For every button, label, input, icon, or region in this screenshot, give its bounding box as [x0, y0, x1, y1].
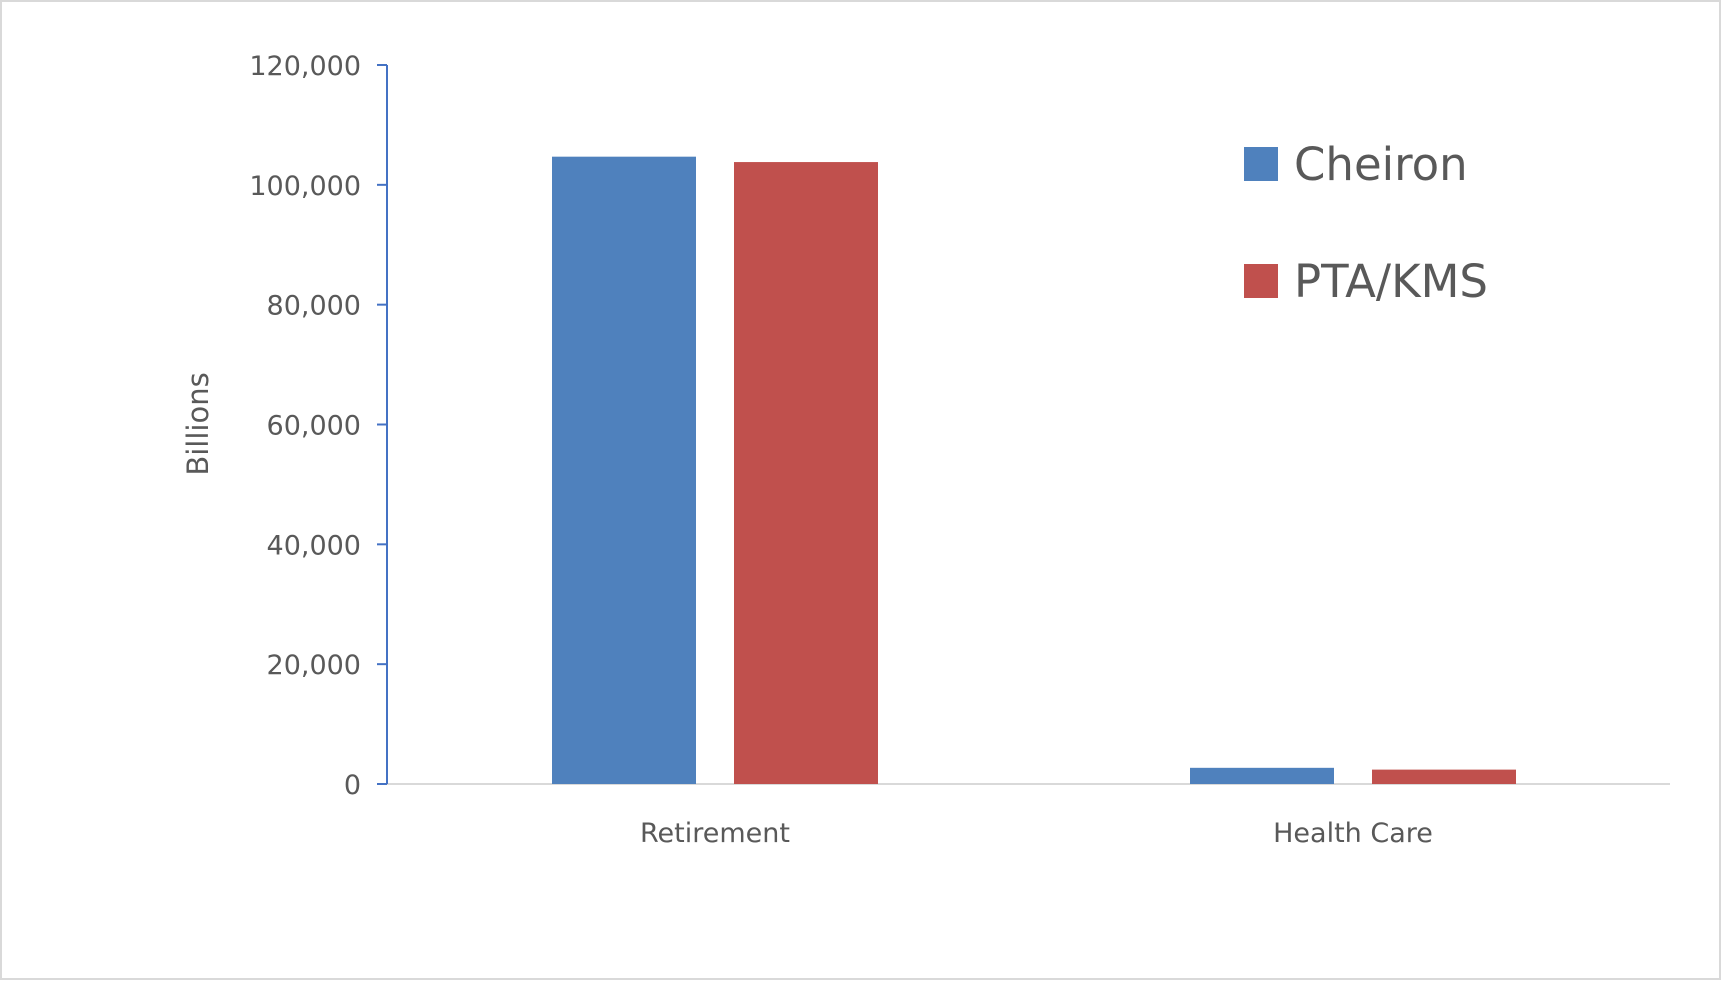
bar-pta-kms-retirement	[734, 162, 878, 784]
y-tick-label: 80,000	[267, 291, 361, 322]
y-tick-label: 20,000	[267, 650, 361, 681]
bars-layer	[552, 156, 1516, 785]
legend-label: PTA/KMS	[1294, 255, 1488, 308]
legend: Cheiron PTA/KMS	[1244, 138, 1488, 308]
x-category-label: Health Care	[1273, 818, 1433, 849]
legend-swatch	[1244, 264, 1278, 298]
y-tick-label: 0	[344, 770, 361, 801]
bar-pta-kms-health-care	[1372, 769, 1516, 784]
y-axis-title: Billions	[181, 372, 215, 475]
x-axis-labels: Retirement Health Care	[640, 818, 1433, 849]
bar-cheiron-health-care	[1190, 767, 1334, 784]
y-tick-label: 60,000	[267, 411, 361, 442]
legend-swatch	[1244, 147, 1278, 181]
legend-label: Cheiron	[1294, 138, 1468, 191]
bar-cheiron-retirement	[552, 156, 696, 785]
y-tick-label: 40,000	[267, 530, 361, 561]
x-category-label: Retirement	[640, 818, 790, 849]
y-axis: 0 20,000 40,000 60,000 80,000 100,000 120,000	[249, 51, 388, 801]
y-tick-label: 100,000	[249, 171, 361, 202]
y-tick-label: 120,000	[249, 51, 361, 82]
